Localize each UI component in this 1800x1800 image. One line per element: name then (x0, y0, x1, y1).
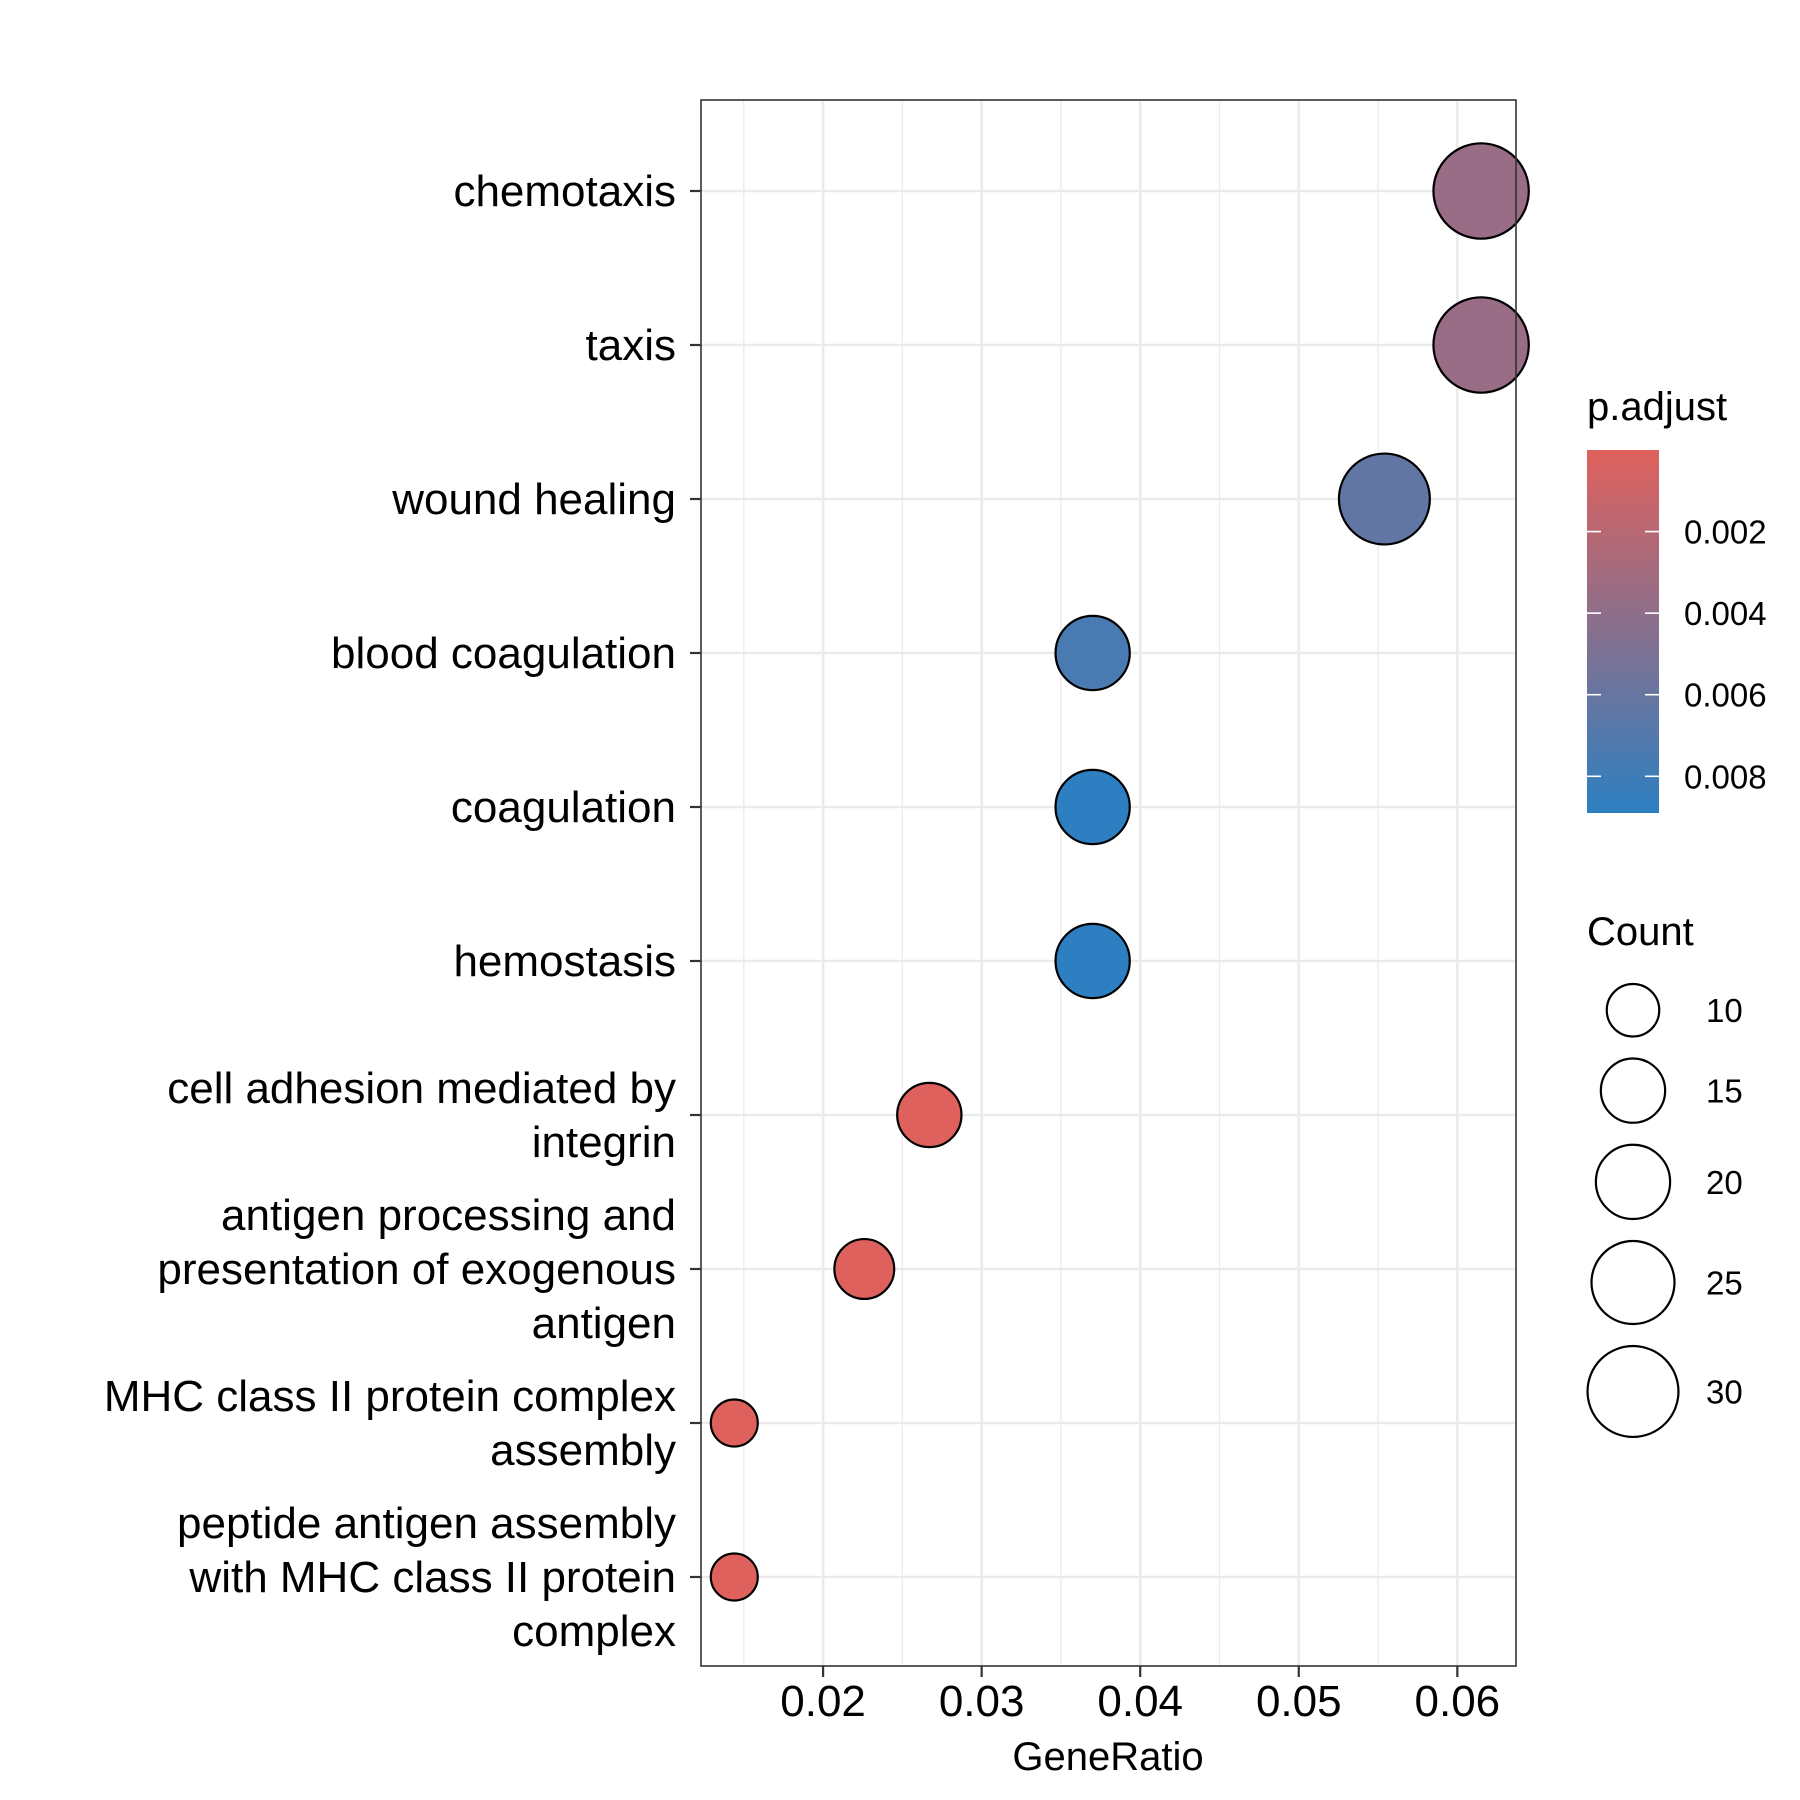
data-point (709, 1398, 759, 1448)
x-tick-label: 0.06 (1415, 1677, 1501, 1726)
x-tick-label: 0.03 (939, 1677, 1025, 1726)
colorbar-tick-label: 0.006 (1684, 677, 1767, 714)
x-axis: 0.02 0.03 0.04 0.05 0.06 (780, 1666, 1500, 1726)
y-tick-label: taxis (586, 321, 676, 370)
data-point (833, 1237, 896, 1301)
y-tick-label: antigen processing and presentation of ex… (157, 1191, 676, 1348)
count-legend-label: 20 (1706, 1164, 1743, 1201)
count-legend-key (1594, 1143, 1672, 1221)
data-points (709, 142, 1530, 1602)
p-adjust-colorbar (1587, 450, 1659, 813)
count-legend-key (1586, 1344, 1680, 1439)
data-point (1337, 452, 1431, 546)
data-point (1432, 296, 1530, 394)
y-tick-label: coagulation (451, 783, 676, 832)
p-adjust-legend-title: p.adjust (1587, 385, 1727, 429)
y-tick-label: cell adhesion mediated by integrin (167, 1064, 676, 1167)
count-legend-label: 30 (1706, 1373, 1743, 1410)
count-legend-key (1590, 1239, 1676, 1326)
panel-background (701, 100, 1516, 1666)
colorbar-tick-label: 0.002 (1684, 514, 1767, 551)
count-legend-key (1599, 1057, 1667, 1124)
y-tick-label: hemostasis (453, 937, 676, 986)
x-tick-label: 0.05 (1256, 1677, 1342, 1726)
y-tick-label: MHC class II protein complex assembly (104, 1372, 676, 1475)
p-adjust-legend: p.adjust 0.002 0.004 0.006 0.008 (1587, 385, 1767, 813)
data-point (709, 1552, 759, 1602)
count-legend-label: 25 (1706, 1265, 1743, 1302)
colorbar-tick-label: 0.004 (1684, 595, 1767, 632)
y-tick-label: blood coagulation (331, 629, 676, 678)
y-tick-label: peptide antigen assembly with MHC class I… (177, 1499, 676, 1656)
data-point (1054, 768, 1131, 846)
y-axis: chemotaxis taxis wound healing blood coagul… (104, 167, 701, 1656)
data-point (1432, 142, 1530, 240)
count-legend-label: 15 (1706, 1073, 1743, 1110)
y-tick-label: chemotaxis (453, 167, 676, 216)
grid (701, 100, 1516, 1666)
count-legend: Count 10 15 20 25 30 (1586, 910, 1743, 1439)
y-tick-label: wound healing (391, 475, 676, 524)
data-point (1054, 614, 1131, 692)
x-tick-label: 0.02 (780, 1677, 866, 1726)
data-point (896, 1081, 963, 1149)
count-legend-title: Count (1587, 910, 1694, 954)
x-tick-label: 0.04 (1097, 1677, 1183, 1726)
data-point (1054, 922, 1131, 1000)
panel-border (700, 99, 1517, 1667)
colorbar-tick-label: 0.008 (1684, 758, 1767, 795)
x-axis-title: GeneRatio (1012, 1735, 1203, 1779)
count-legend-key (1605, 982, 1661, 1038)
count-legend-label: 10 (1706, 992, 1743, 1029)
